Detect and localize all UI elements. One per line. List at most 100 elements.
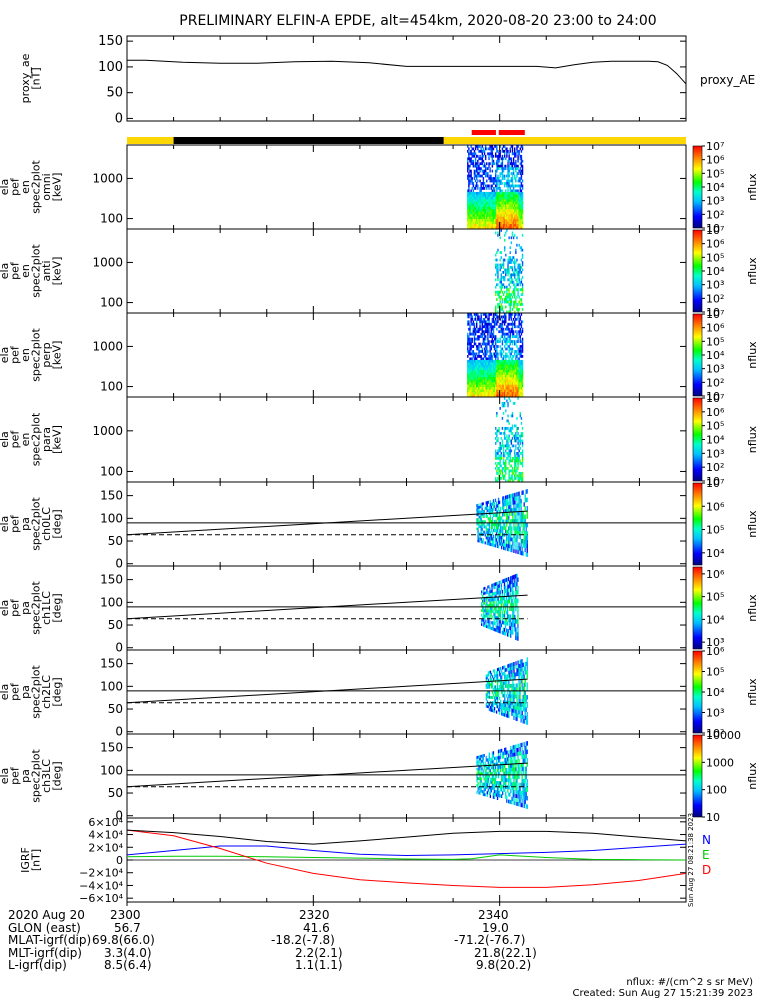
heatmap-cell bbox=[515, 598, 517, 604]
heatmap-cell bbox=[476, 389, 478, 393]
y-axis-label-line: en bbox=[19, 348, 32, 362]
heatmap-cell bbox=[493, 369, 496, 373]
heatmap-cell bbox=[501, 364, 504, 368]
heatmap-cell bbox=[521, 530, 523, 536]
heatmap-cell bbox=[521, 462, 524, 465]
heatmap-cell bbox=[499, 369, 501, 373]
heatmap-cell bbox=[479, 216, 481, 220]
heatmap-cell bbox=[521, 444, 524, 448]
heatmap-cell bbox=[496, 504, 499, 508]
heatmap-cell bbox=[487, 685, 490, 689]
heatmap-cell bbox=[520, 663, 522, 668]
heatmap-cell bbox=[498, 362, 500, 366]
heatmap-cell bbox=[500, 199, 503, 203]
heatmap-cell bbox=[506, 184, 508, 188]
heatmap-cell bbox=[491, 621, 493, 625]
heatmap-cell bbox=[480, 182, 482, 185]
heatmap-cell bbox=[515, 496, 517, 501]
heatmap-cell bbox=[515, 374, 517, 378]
heatmap-cell bbox=[491, 519, 494, 524]
heatmap-cell bbox=[521, 547, 523, 552]
heatmap-cell bbox=[500, 529, 503, 533]
heatmap-cell bbox=[495, 179, 497, 183]
heatmap-cell bbox=[473, 332, 476, 336]
heatmap-cell bbox=[471, 392, 473, 395]
heatmap-cell bbox=[501, 526, 504, 530]
heatmap-cell bbox=[519, 352, 522, 356]
heatmap-cell bbox=[512, 387, 515, 390]
heatmap-cell bbox=[480, 379, 482, 383]
heatmap-cell bbox=[481, 505, 483, 508]
heatmap-cell bbox=[499, 224, 501, 227]
heatmap-cell bbox=[497, 372, 499, 376]
heatmap-cell bbox=[506, 394, 508, 398]
heatmap-cell bbox=[491, 583, 493, 588]
heatmap-cell bbox=[508, 182, 510, 185]
heatmap-cell bbox=[505, 300, 507, 304]
heatmap-cell bbox=[494, 693, 497, 697]
heatmap-cell bbox=[518, 332, 520, 336]
heatmap-cell bbox=[516, 283, 518, 287]
heatmap-cell bbox=[481, 525, 483, 529]
heatmap-cell bbox=[521, 209, 524, 213]
heatmap-cell bbox=[509, 206, 511, 210]
heatmap-cell bbox=[498, 152, 500, 156]
heatmap-cell bbox=[512, 211, 515, 215]
heatmap-cell bbox=[496, 392, 498, 395]
heatmap-cell bbox=[521, 678, 523, 684]
y-axis-label-line: ela bbox=[0, 347, 11, 364]
heatmap-cell bbox=[496, 588, 498, 592]
heatmap-cell bbox=[503, 712, 505, 717]
heatmap-cell bbox=[491, 384, 494, 388]
heatmap-cell bbox=[498, 303, 500, 306]
heatmap-cell bbox=[492, 583, 494, 587]
heatmap-cell bbox=[494, 699, 497, 703]
heatmap-cell bbox=[516, 496, 518, 501]
heatmap-cell bbox=[471, 221, 473, 225]
heatmap-cell bbox=[522, 490, 524, 495]
heatmap-cell bbox=[497, 231, 499, 235]
heatmap-cell bbox=[489, 384, 491, 388]
heatmap-cell bbox=[503, 177, 506, 180]
ch1LC-frame bbox=[126, 565, 687, 651]
heatmap-cell bbox=[507, 191, 509, 195]
heatmap-cell bbox=[504, 665, 506, 669]
heatmap-cell bbox=[488, 708, 491, 712]
heatmap-cell bbox=[501, 709, 503, 713]
heatmap-cell bbox=[526, 669, 528, 675]
heatmap-cell bbox=[501, 263, 504, 267]
heatmap-cell bbox=[513, 493, 515, 498]
heatmap-cell bbox=[476, 522, 478, 526]
heatmap-cell bbox=[486, 705, 489, 708]
heatmap-cell bbox=[501, 512, 504, 517]
heatmap-cell bbox=[473, 196, 476, 200]
heatmap-cell bbox=[497, 516, 500, 521]
heatmap-cell bbox=[495, 199, 497, 203]
heatmap-cell bbox=[484, 372, 487, 376]
heatmap-cell bbox=[519, 452, 522, 455]
heatmap-cell bbox=[506, 684, 508, 688]
heatmap-cell bbox=[478, 394, 480, 398]
heatmap-cell bbox=[482, 184, 485, 188]
heatmap-cell bbox=[499, 469, 501, 473]
heatmap-cell bbox=[505, 495, 507, 500]
heatmap-cell bbox=[503, 665, 505, 670]
heatmap-cell bbox=[491, 703, 494, 707]
heatmap-cell bbox=[506, 515, 508, 520]
heatmap-cell bbox=[507, 172, 509, 175]
heatmap-cell bbox=[487, 625, 489, 629]
heatmap-cell bbox=[469, 332, 471, 336]
heatmap-cell bbox=[467, 211, 469, 215]
heatmap-cell bbox=[510, 221, 513, 225]
heatmap-cell bbox=[517, 459, 519, 463]
heatmap-cell bbox=[499, 236, 501, 240]
heatmap-cell bbox=[472, 394, 475, 398]
heatmap-cell bbox=[518, 300, 520, 304]
heatmap-cell bbox=[502, 712, 504, 716]
heatmap-cell bbox=[469, 201, 471, 205]
heatmap-cell bbox=[493, 696, 496, 700]
heatmap-cell bbox=[505, 214, 507, 217]
heatmap-cell bbox=[506, 369, 508, 373]
heatmap-cell bbox=[482, 530, 484, 534]
heatmap-cell bbox=[478, 219, 480, 222]
